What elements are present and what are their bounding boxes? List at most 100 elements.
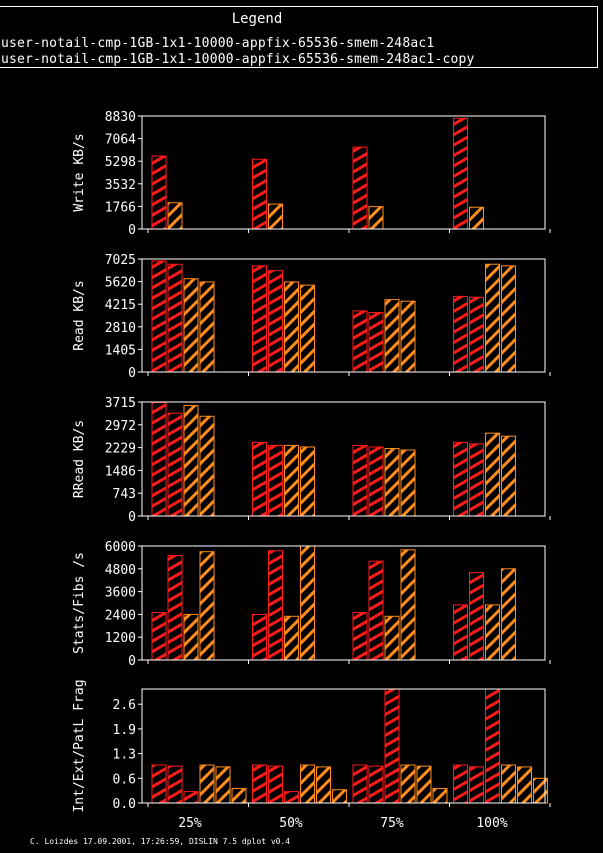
bar	[368, 560, 384, 661]
bar	[384, 447, 400, 517]
plot-frame	[141, 545, 546, 661]
x-tick-label: 75%	[380, 816, 404, 831]
bar	[300, 284, 315, 373]
bar	[332, 789, 347, 804]
bar	[368, 311, 384, 373]
y-tick-label: 1486	[105, 464, 136, 479]
y-axis-label: Read KB/s	[72, 280, 87, 350]
bar	[352, 764, 368, 804]
y-tick-label: 2972	[105, 419, 136, 434]
bar	[284, 615, 299, 661]
y-tick-label: 0.6	[113, 772, 136, 787]
bar	[501, 265, 516, 373]
bar	[215, 766, 231, 804]
bar	[300, 446, 315, 517]
y-axis-label: Stats/Fibs /s	[72, 552, 87, 654]
y-tick-label: 3532	[105, 178, 136, 193]
bar	[352, 444, 368, 517]
y-tick-label: 4215	[105, 298, 136, 313]
y-tick-label: 0.0	[113, 797, 136, 812]
bar	[485, 604, 500, 661]
bar	[252, 158, 267, 230]
legend-title: Legend	[231, 11, 283, 27]
bar	[167, 555, 183, 661]
bar	[151, 155, 167, 230]
y-tick-label: 1.9	[113, 723, 136, 738]
bar	[485, 263, 500, 373]
y-tick-label: 3600	[105, 586, 136, 601]
y-tick-label: 1200	[105, 631, 136, 646]
bar	[252, 613, 267, 661]
bar	[469, 296, 484, 373]
y-tick-label: 7064	[105, 133, 136, 148]
bar	[284, 444, 299, 517]
footer-credit: C. Loizdes 17.09.2001, 17:26:59, DISLIN …	[30, 837, 291, 846]
plot-frame	[141, 258, 546, 373]
y-tick-label: 6000	[105, 540, 136, 555]
bar	[469, 443, 484, 517]
bar	[400, 449, 416, 517]
y-axis-label: Int/Ext/PatL Frag	[72, 679, 87, 812]
y-axis-label: RRead KB/s	[72, 420, 87, 498]
y-tick-label: 1.3	[113, 748, 136, 763]
bar	[517, 766, 532, 804]
bar	[316, 766, 331, 804]
y-tick-label: 2810	[105, 321, 136, 336]
legend-entry-1: user-notail-cmp-1GB-1x1-10000-appfix-655…	[1, 36, 435, 51]
y-tick-label: 1766	[105, 200, 136, 215]
bar	[268, 765, 283, 804]
bar	[384, 615, 400, 661]
plot-frame	[141, 688, 546, 804]
bar	[151, 401, 167, 517]
y-tick-label: 2.6	[113, 698, 136, 713]
chart-panel-4: 0 1200 2400 3600 4800 6000 Stats/Fibs /s	[72, 540, 551, 669]
bar	[501, 435, 516, 517]
bar	[151, 612, 167, 661]
bar	[352, 146, 368, 230]
bar	[268, 444, 283, 517]
y-tick-label: 8830	[105, 110, 136, 125]
x-tick-label: 25%	[178, 816, 202, 831]
bar	[284, 791, 299, 804]
bar	[199, 415, 215, 517]
y-tick-label: 5298	[105, 155, 136, 170]
y-tick-label: 4800	[105, 563, 136, 578]
bar	[384, 299, 400, 373]
bar	[469, 766, 484, 804]
y-tick-label: 0	[128, 654, 136, 669]
y-tick-label: 7025	[105, 253, 136, 268]
bar	[183, 278, 199, 373]
chart-panel-2: 0 1405 2810 4215 5620 7025 Read KB/s	[72, 253, 551, 381]
bar	[231, 788, 247, 804]
bar	[300, 764, 315, 804]
bar	[300, 545, 315, 661]
bar	[199, 551, 215, 661]
chart-panel-1: 0 1766 3532 5298 7064 8830 Write KB/s	[72, 110, 551, 238]
bar	[485, 688, 500, 804]
y-tick-label: 0	[128, 223, 136, 238]
bar	[453, 764, 468, 804]
bar	[453, 604, 468, 661]
bar	[199, 281, 215, 373]
bar	[400, 764, 416, 804]
bar	[384, 688, 400, 804]
bar	[400, 300, 416, 373]
plot-frame	[141, 401, 546, 517]
bar	[183, 613, 199, 661]
bar	[167, 412, 183, 517]
bar	[453, 441, 468, 517]
bar	[252, 764, 267, 804]
bar	[183, 791, 199, 804]
bar	[167, 202, 183, 230]
bar	[268, 203, 283, 230]
bar	[368, 446, 384, 517]
bar	[183, 405, 199, 517]
bar	[416, 765, 432, 804]
bar	[432, 788, 448, 804]
bar	[501, 568, 516, 661]
bar	[268, 550, 283, 661]
legend-entry-2: user-notail-cmp-1GB-1x1-10000-appfix-655…	[1, 52, 475, 67]
y-axis-label: Write KB/s	[72, 133, 87, 211]
y-tick-label: 1405	[105, 343, 136, 358]
